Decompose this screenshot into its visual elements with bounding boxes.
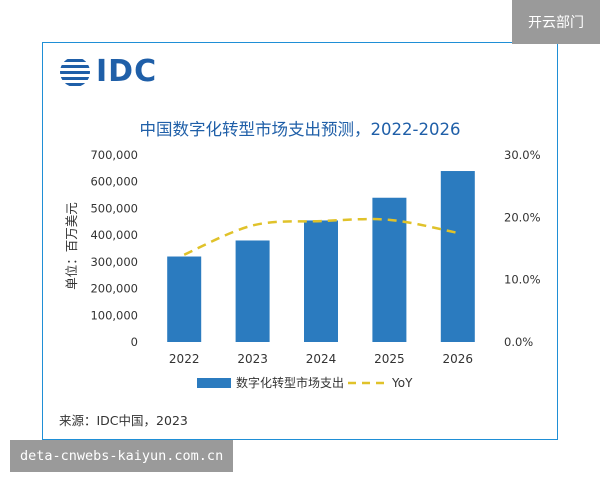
corner-badge: 开云部门 <box>512 0 600 44</box>
chart-frame <box>42 42 558 440</box>
globe-icon <box>60 58 90 86</box>
chart-title: 中国数字化转型市场支出预测，2022-2026 <box>139 120 461 139</box>
idc-logo: IDC <box>58 54 157 89</box>
watermark: deta-cnwebs-kaiyun.com.cn <box>10 440 234 472</box>
logo-text: IDC <box>96 54 158 89</box>
source-note: 来源：IDC中国，2023 <box>59 413 188 428</box>
